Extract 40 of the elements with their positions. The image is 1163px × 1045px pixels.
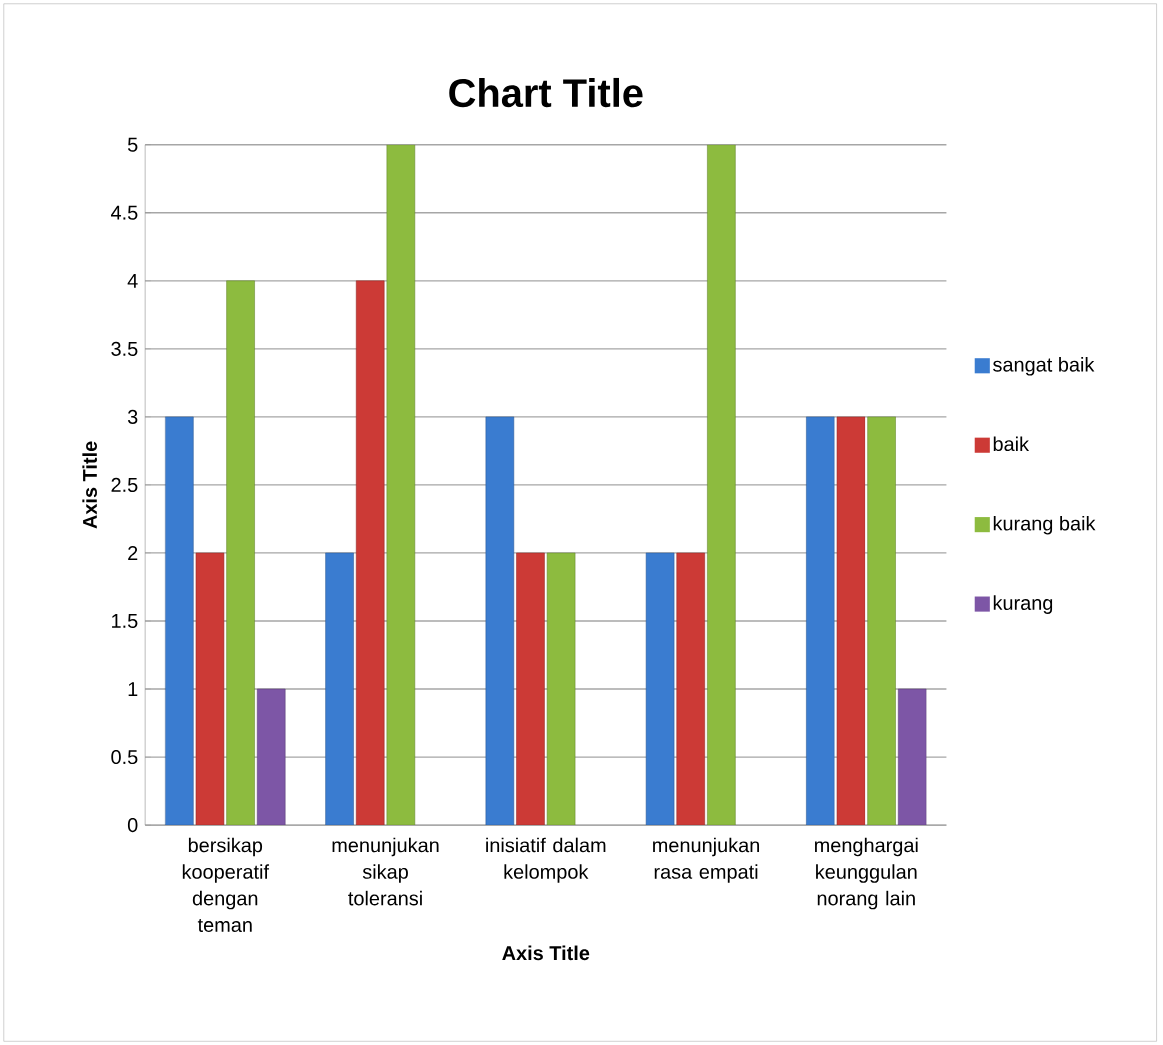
y-tick-label: 2 [128, 545, 138, 560]
bar [676, 552, 705, 826]
legend-label: baik [993, 436, 1030, 452]
y-axis-title: Axis Title [82, 441, 97, 529]
y-tick-label: 1 [128, 682, 138, 696]
y-tick-label: 4 [127, 273, 138, 288]
legend-label: kurang baik [993, 515, 1096, 535]
bar [836, 416, 866, 826]
bar [707, 144, 736, 826]
bar [516, 552, 545, 826]
y-tick-label: 3.5 [111, 341, 138, 356]
legend-label: sangat baik [993, 357, 1095, 376]
bar [546, 552, 576, 826]
y-tick-label: 1.5 [112, 614, 138, 628]
y-tick-label: 5 [127, 137, 138, 152]
bar [806, 416, 835, 826]
x-tick-label: menunjukan rasa empati [653, 837, 760, 883]
bar [226, 280, 255, 826]
bar [645, 552, 675, 826]
x-tick-label: bersikap kooperatif dengan teman [182, 837, 270, 932]
bar [165, 416, 194, 826]
chart-title: Chart Title [449, 77, 643, 108]
bar [897, 688, 927, 826]
y-tick-label: 0.5 [111, 749, 138, 765]
bar [485, 416, 515, 826]
bar [386, 144, 416, 826]
y-tick-label: 4.5 [111, 205, 138, 220]
legend-label: kurang [993, 595, 1053, 614]
bar [325, 552, 354, 826]
bar [195, 552, 225, 826]
y-tick-label: 3 [127, 409, 138, 424]
bar [355, 280, 385, 826]
bar [867, 416, 896, 826]
y-tick-label: 2.5 [111, 477, 138, 492]
x-tick-label: inisiatif dalam kelompok [486, 837, 606, 883]
x-axis-title: Axis Title [502, 945, 590, 961]
bar [256, 688, 286, 826]
y-tick-label: 0 [127, 818, 138, 833]
x-tick-label: menghargai keunggulan norang lain [815, 837, 918, 910]
x-tick-label: menunjukan sikap toleransi [332, 837, 439, 906]
